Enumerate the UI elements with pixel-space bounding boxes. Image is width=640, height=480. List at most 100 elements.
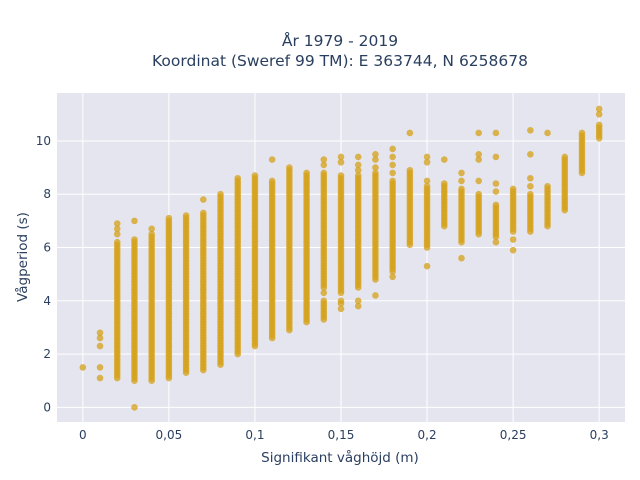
chart-title-line1: År 1979 - 2019: [282, 31, 398, 50]
data-point: [561, 153, 569, 161]
data-point: [148, 230, 155, 238]
data-point: [303, 169, 310, 177]
data-point: [113, 230, 121, 238]
data-point: [406, 129, 414, 137]
data-point: [354, 297, 362, 305]
data-point: [578, 129, 586, 137]
scatter-points: [79, 105, 603, 411]
data-point: [354, 153, 362, 161]
data-point: [527, 182, 534, 190]
data-point: [131, 236, 138, 243]
y-axis-title: Vågperiod (s): [14, 212, 31, 302]
data-point: [337, 153, 345, 161]
x-tick-label: 0,1: [245, 428, 264, 442]
data-point: [389, 161, 396, 169]
data-point: [372, 150, 379, 158]
data-point: [113, 225, 121, 233]
data-point: [320, 156, 328, 163]
data-point: [320, 161, 328, 169]
data-point: [475, 129, 482, 137]
data-point: [595, 111, 603, 118]
data-point: [234, 174, 242, 182]
data-point: [200, 196, 207, 203]
data-point: [131, 404, 138, 411]
data-point: [148, 225, 155, 233]
data-point: [354, 166, 362, 174]
data-point: [372, 292, 379, 299]
y-tick-label: 8: [43, 187, 51, 201]
y-tick-label: 2: [43, 347, 51, 361]
data-point: [492, 153, 500, 161]
data-point: [113, 220, 121, 227]
data-point: [217, 190, 224, 198]
chart-title-line2: Koordinat (Sweref 99 TM): E 363744, N 62…: [152, 52, 528, 70]
data-point: [509, 236, 517, 243]
data-point: [423, 182, 431, 190]
y-tick-label: 0: [43, 400, 51, 414]
x-tick-label: 0,3: [590, 428, 609, 442]
data-point: [389, 153, 396, 161]
data-point: [79, 364, 87, 371]
data-point: [354, 161, 362, 169]
data-point: [389, 273, 396, 281]
data-point: [286, 164, 293, 171]
data-point: [320, 297, 328, 305]
x-axis-title: Signifikant våghöjd (m): [261, 449, 419, 466]
data-point: [182, 212, 190, 219]
data-point: [268, 177, 276, 185]
data-point: [492, 238, 500, 246]
data-point: [544, 182, 551, 190]
x-tick-label: 0: [79, 428, 87, 442]
data-point: [354, 302, 362, 310]
data-point: [96, 342, 104, 350]
x-tick-label: 0,25: [500, 428, 527, 442]
data-point: [96, 334, 104, 342]
x-tick-label: 0,2: [418, 428, 437, 442]
data-point: [527, 126, 534, 134]
data-point: [131, 217, 138, 225]
data-point: [354, 172, 362, 179]
data-point: [320, 169, 328, 177]
data-point: [406, 166, 414, 174]
y-tick-label: 10: [36, 134, 51, 148]
data-point: [492, 129, 500, 137]
data-point: [423, 262, 431, 270]
data-point: [389, 169, 396, 177]
data-point: [165, 214, 173, 222]
data-point: [337, 158, 345, 166]
data-point: [372, 169, 379, 177]
data-point: [96, 329, 104, 337]
data-point: [337, 172, 345, 179]
data-point: [440, 156, 448, 163]
data-point: [268, 156, 276, 163]
data-point: [113, 238, 121, 246]
data-point: [595, 105, 603, 113]
data-point: [509, 185, 517, 193]
data-point: [423, 158, 431, 166]
y-tick-label: 4: [43, 294, 51, 308]
data-point: [458, 169, 465, 177]
data-point: [96, 364, 104, 371]
data-point: [527, 190, 534, 198]
x-tick-label: 0,05: [156, 428, 183, 442]
data-point: [200, 209, 207, 217]
y-axis-ticks: 0 2 4 6 8 10: [36, 134, 51, 414]
x-tick-label: 0,15: [328, 428, 355, 442]
data-point: [251, 172, 259, 179]
data-point: [458, 177, 465, 185]
x-axis-ticks: 0 0,05 0,1 0,15 0,2 0,25 0,3: [79, 428, 609, 442]
data-point: [475, 190, 482, 198]
data-point: [389, 145, 396, 153]
data-point: [372, 156, 379, 163]
data-point: [458, 185, 465, 193]
data-point: [475, 177, 482, 185]
y-tick-label: 6: [43, 241, 51, 255]
data-point: [320, 289, 328, 297]
data-point: [492, 188, 500, 195]
data-point: [337, 297, 345, 305]
data-point: [423, 177, 431, 185]
data-point: [320, 284, 328, 291]
data-point: [372, 164, 379, 171]
data-point: [458, 254, 465, 262]
data-point: [423, 153, 431, 161]
